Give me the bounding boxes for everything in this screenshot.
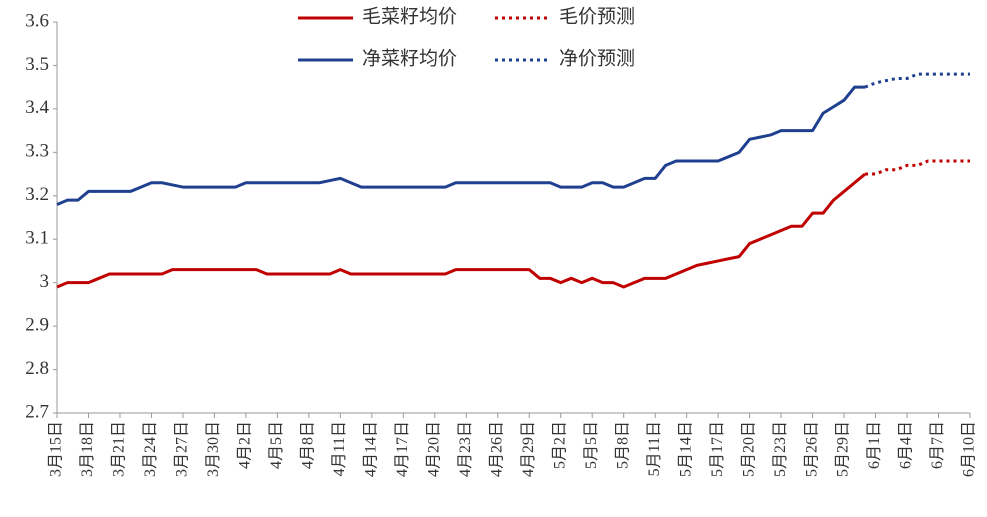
x-tick-label: 5月17日 [709, 421, 726, 477]
x-tick-label: 6月10日 [961, 421, 978, 477]
x-tick-label: 5月20日 [740, 421, 757, 477]
series-line [865, 159, 970, 176]
x-tick-label: 3月27日 [174, 421, 191, 477]
x-tick-label: 5月8日 [614, 421, 631, 469]
legend-label: 净菜籽均价 [362, 47, 457, 69]
y-tick-label: 3.1 [25, 228, 49, 249]
y-tick-label: 2.7 [25, 401, 49, 422]
x-tick-label: 5月29日 [835, 421, 852, 477]
x-tick-label: 4月20日 [425, 421, 442, 477]
x-tick-label: 5月11日 [646, 421, 663, 476]
x-tick-label: 4月17日 [394, 421, 411, 477]
y-tick-label: 3.4 [25, 97, 49, 118]
x-tick-label: 4月8日 [300, 421, 317, 469]
x-tick-label: 3月30日 [205, 421, 222, 477]
x-tick-label: 4月29日 [520, 421, 537, 477]
y-tick-label: 3 [40, 271, 50, 292]
series-line [56, 85, 866, 206]
y-tick-label: 2.8 [25, 358, 49, 379]
x-tick-label: 3月15日 [48, 421, 65, 477]
x-tick-label: 4月5日 [268, 421, 285, 469]
y-tick-label: 3.3 [25, 141, 49, 162]
x-tick-label: 4月11日 [331, 421, 348, 476]
legend-label: 净价预测 [559, 47, 635, 69]
y-tick-label: 3.5 [25, 54, 49, 75]
x-tick-label: 5月5日 [583, 421, 600, 469]
y-tick-label: 2.9 [25, 314, 49, 335]
x-tick-label: 6月1日 [866, 421, 883, 469]
series-line [56, 172, 867, 289]
x-tick-label: 6月7日 [929, 421, 946, 469]
y-tick-label: 3.2 [25, 184, 49, 205]
x-tick-label: 6月4日 [898, 421, 915, 469]
x-tick-label: 5月23日 [772, 421, 789, 477]
x-tick-label: 4月26日 [488, 421, 505, 477]
legend-label: 毛菜籽均价 [362, 5, 457, 27]
x-tick-label: 3月24日 [142, 421, 159, 477]
series-line [864, 72, 970, 89]
x-tick-label: 3月21日 [111, 421, 128, 477]
x-tick-label: 4月2日 [237, 421, 254, 469]
legend-label: 毛价预测 [559, 5, 635, 27]
x-tick-label: 4月14日 [362, 421, 379, 477]
x-tick-label: 5月2日 [551, 421, 568, 469]
x-tick-label: 3月18日 [79, 421, 96, 477]
y-tick-label: 3.6 [25, 10, 49, 31]
x-tick-label: 4月23日 [457, 421, 474, 477]
x-tick-label: 5月14日 [677, 421, 694, 477]
x-tick-label: 5月26日 [803, 421, 820, 477]
